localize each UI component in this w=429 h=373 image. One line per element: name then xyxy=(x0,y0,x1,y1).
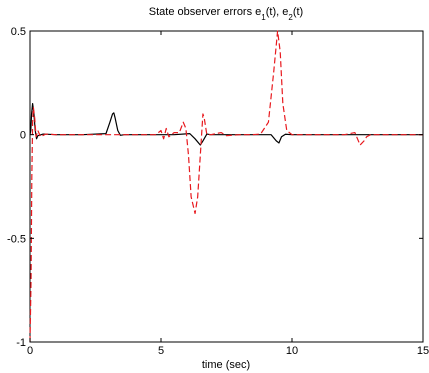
x-tick-label: 0 xyxy=(27,345,33,357)
y-tick-label: -1 xyxy=(16,337,26,349)
x-tick-label: 5 xyxy=(158,345,164,357)
y-tick-label: 0 xyxy=(20,130,26,142)
plot-area xyxy=(29,30,424,343)
series-e2-line xyxy=(29,30,423,343)
x-axis-label: time (sec) xyxy=(202,359,250,371)
tick-layer: 0 5 10 15 -1 -0.5 0 0.5 xyxy=(7,26,429,357)
x-tick-label: 15 xyxy=(417,345,429,357)
series-layer xyxy=(29,30,423,343)
y-tick-label: -0.5 xyxy=(7,233,26,245)
x-tick-label: 10 xyxy=(286,345,298,357)
y-tick-label: 0.5 xyxy=(11,26,26,38)
chart-title: State observer errors e1(t), e2(t) xyxy=(149,6,303,22)
